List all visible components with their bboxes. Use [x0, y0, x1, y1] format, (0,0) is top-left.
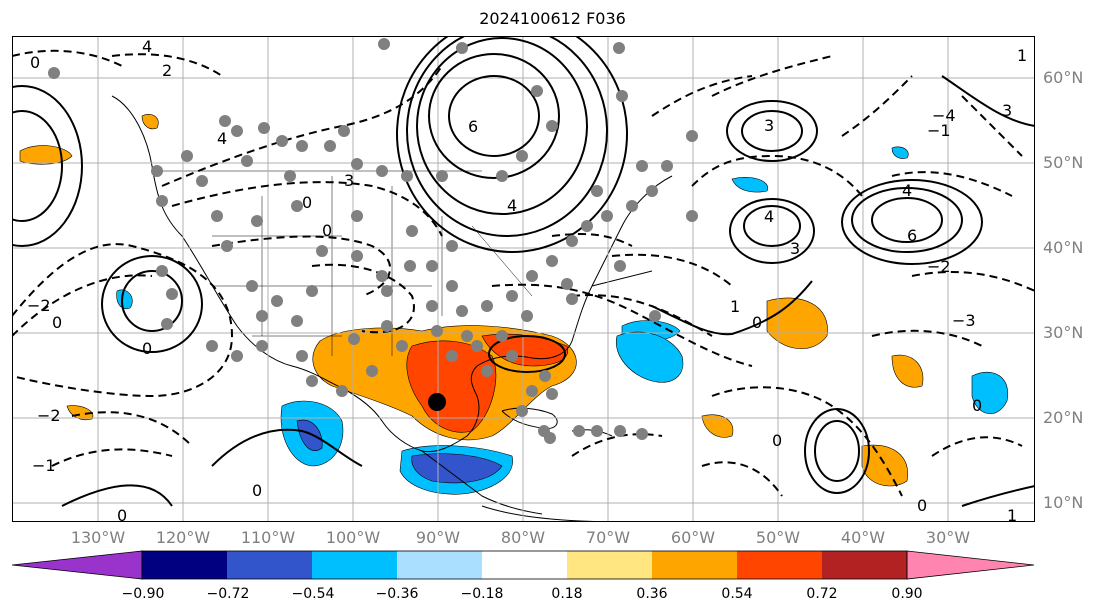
positive-anomaly-atlantic-2: [891, 354, 924, 388]
lon-label: 60°W: [670, 528, 716, 547]
contour-label: 6: [468, 117, 478, 136]
strong-negative-mexico: [296, 419, 323, 451]
contour-label: 1: [1007, 506, 1017, 522]
contour-label: −2: [927, 257, 951, 276]
contour-label: 2: [162, 61, 172, 80]
lat-label: 10°N: [1043, 493, 1084, 512]
lat-label: 20°N: [1043, 408, 1084, 427]
colorbar-swatch: [737, 551, 822, 579]
colorbar-swatch: [312, 551, 397, 579]
colorbar-swatch: [142, 551, 227, 579]
strong-negative-caribbean: [411, 453, 503, 484]
colorbar-tick-label: −0.72: [206, 586, 250, 602]
contour-label: −2: [37, 406, 61, 425]
lat-label: 30°N: [1043, 323, 1084, 342]
contour-label: −2: [27, 296, 51, 315]
colorbar-tick-label: −0.54: [291, 586, 335, 602]
negative-anomaly-pacific: [116, 289, 133, 309]
colorbar-tick-label: 0.54: [721, 586, 753, 602]
lat-label: 50°N: [1043, 153, 1084, 172]
contour-label: 0: [252, 481, 262, 500]
colorbar: [12, 550, 1035, 580]
contour-label: 0: [972, 396, 982, 415]
contour-label: 0: [772, 431, 782, 450]
colorbar-tick-label: −0.36: [375, 586, 419, 602]
weather-map: 0 2 4 4 0 3 0 6 4 3 4 6 1 0 3 4 −3 −2 −1…: [12, 36, 1035, 522]
positive-anomaly-westpac: [66, 405, 94, 421]
strong-anomaly-gulf: [406, 340, 497, 433]
contour-label: 3: [764, 116, 774, 135]
storm-center-marker: [428, 393, 446, 411]
colorbar-swatch: [652, 551, 737, 579]
lon-label: 30°W: [925, 528, 971, 547]
contour-label: 4: [902, 181, 912, 200]
contour-label: 1: [730, 297, 740, 316]
lon-label: 70°W: [585, 528, 631, 547]
lon-label: 130°W: [70, 528, 126, 547]
solid-contours: [12, 36, 1035, 507]
contour-label: 0: [30, 53, 40, 72]
negative-anomaly-far-atlantic: [971, 371, 1009, 414]
contour-label: 0: [117, 506, 127, 522]
contour-label: 0: [322, 221, 332, 240]
contour-label: −3: [952, 311, 976, 330]
lon-label: 40°W: [840, 528, 886, 547]
contour-label: 0: [302, 193, 312, 212]
lon-label: 100°W: [325, 528, 381, 547]
lon-label: 120°W: [155, 528, 211, 547]
contour-label: 4: [764, 207, 774, 226]
colorbar-swatch: [227, 551, 312, 579]
lat-label: 60°N: [1043, 68, 1084, 87]
contour-label: 3: [790, 239, 800, 258]
colorbar-under-extend: [12, 550, 143, 580]
contour-label: 0: [52, 313, 62, 332]
contour-label: 3: [344, 171, 354, 190]
contour-label: 3: [1002, 101, 1012, 120]
colorbar-swatch: [482, 551, 567, 579]
station-dots: [48, 38, 698, 444]
colorbar-swatch: [567, 551, 652, 579]
contour-label: 6: [907, 226, 917, 245]
contour-label: 0: [752, 313, 762, 332]
contour-label: 0: [142, 339, 152, 358]
lon-label: 110°W: [240, 528, 296, 547]
colorbar-swatch: [397, 551, 482, 579]
gridlines: [12, 36, 1035, 522]
colorbar-over-extend: [906, 550, 1035, 580]
colorbar-tick-label: 0.72: [806, 586, 838, 602]
coastlines: [111, 95, 673, 522]
contour-label: 4: [142, 37, 152, 56]
contour-label: 0: [917, 496, 927, 515]
lon-label: 50°W: [755, 528, 801, 547]
lon-label: 80°W: [500, 528, 546, 547]
map-title: 2024100612 F036: [479, 9, 626, 28]
colorbar-tick-label: 0.36: [636, 586, 668, 602]
borders: [152, 170, 533, 356]
positive-anomaly-midatl: [701, 414, 734, 438]
negative-anomaly-greenland: [891, 146, 909, 159]
contour-label: −1: [927, 121, 951, 140]
contour-label: 1: [1017, 46, 1027, 65]
contour-label: −4: [932, 106, 956, 125]
colorbar-tick-label: −0.18: [460, 586, 504, 602]
lat-label: 40°N: [1043, 238, 1084, 257]
colorbar-swatch: [822, 551, 907, 579]
negative-anomaly-northatlantic: [731, 177, 769, 193]
contour-label: −1: [32, 456, 56, 475]
contour-labels: 0 2 4 4 0 3 0 6 4 3 4 6 1 0 3 4 −3 −2 −1…: [27, 37, 1027, 522]
contour-label: 4: [217, 129, 227, 148]
colorbar-tick-label: −0.90: [121, 586, 165, 602]
lon-label: 90°W: [415, 528, 461, 547]
colorbar-tick-label: 0.18: [551, 586, 583, 602]
negative-anomaly-atlantic-2: [615, 331, 684, 383]
contour-label: 4: [507, 196, 517, 215]
positive-anomaly-bc: [141, 114, 159, 130]
colorbar-tick-label: 0.90: [891, 586, 923, 602]
positive-anomaly-atlantic-3: [861, 444, 909, 487]
